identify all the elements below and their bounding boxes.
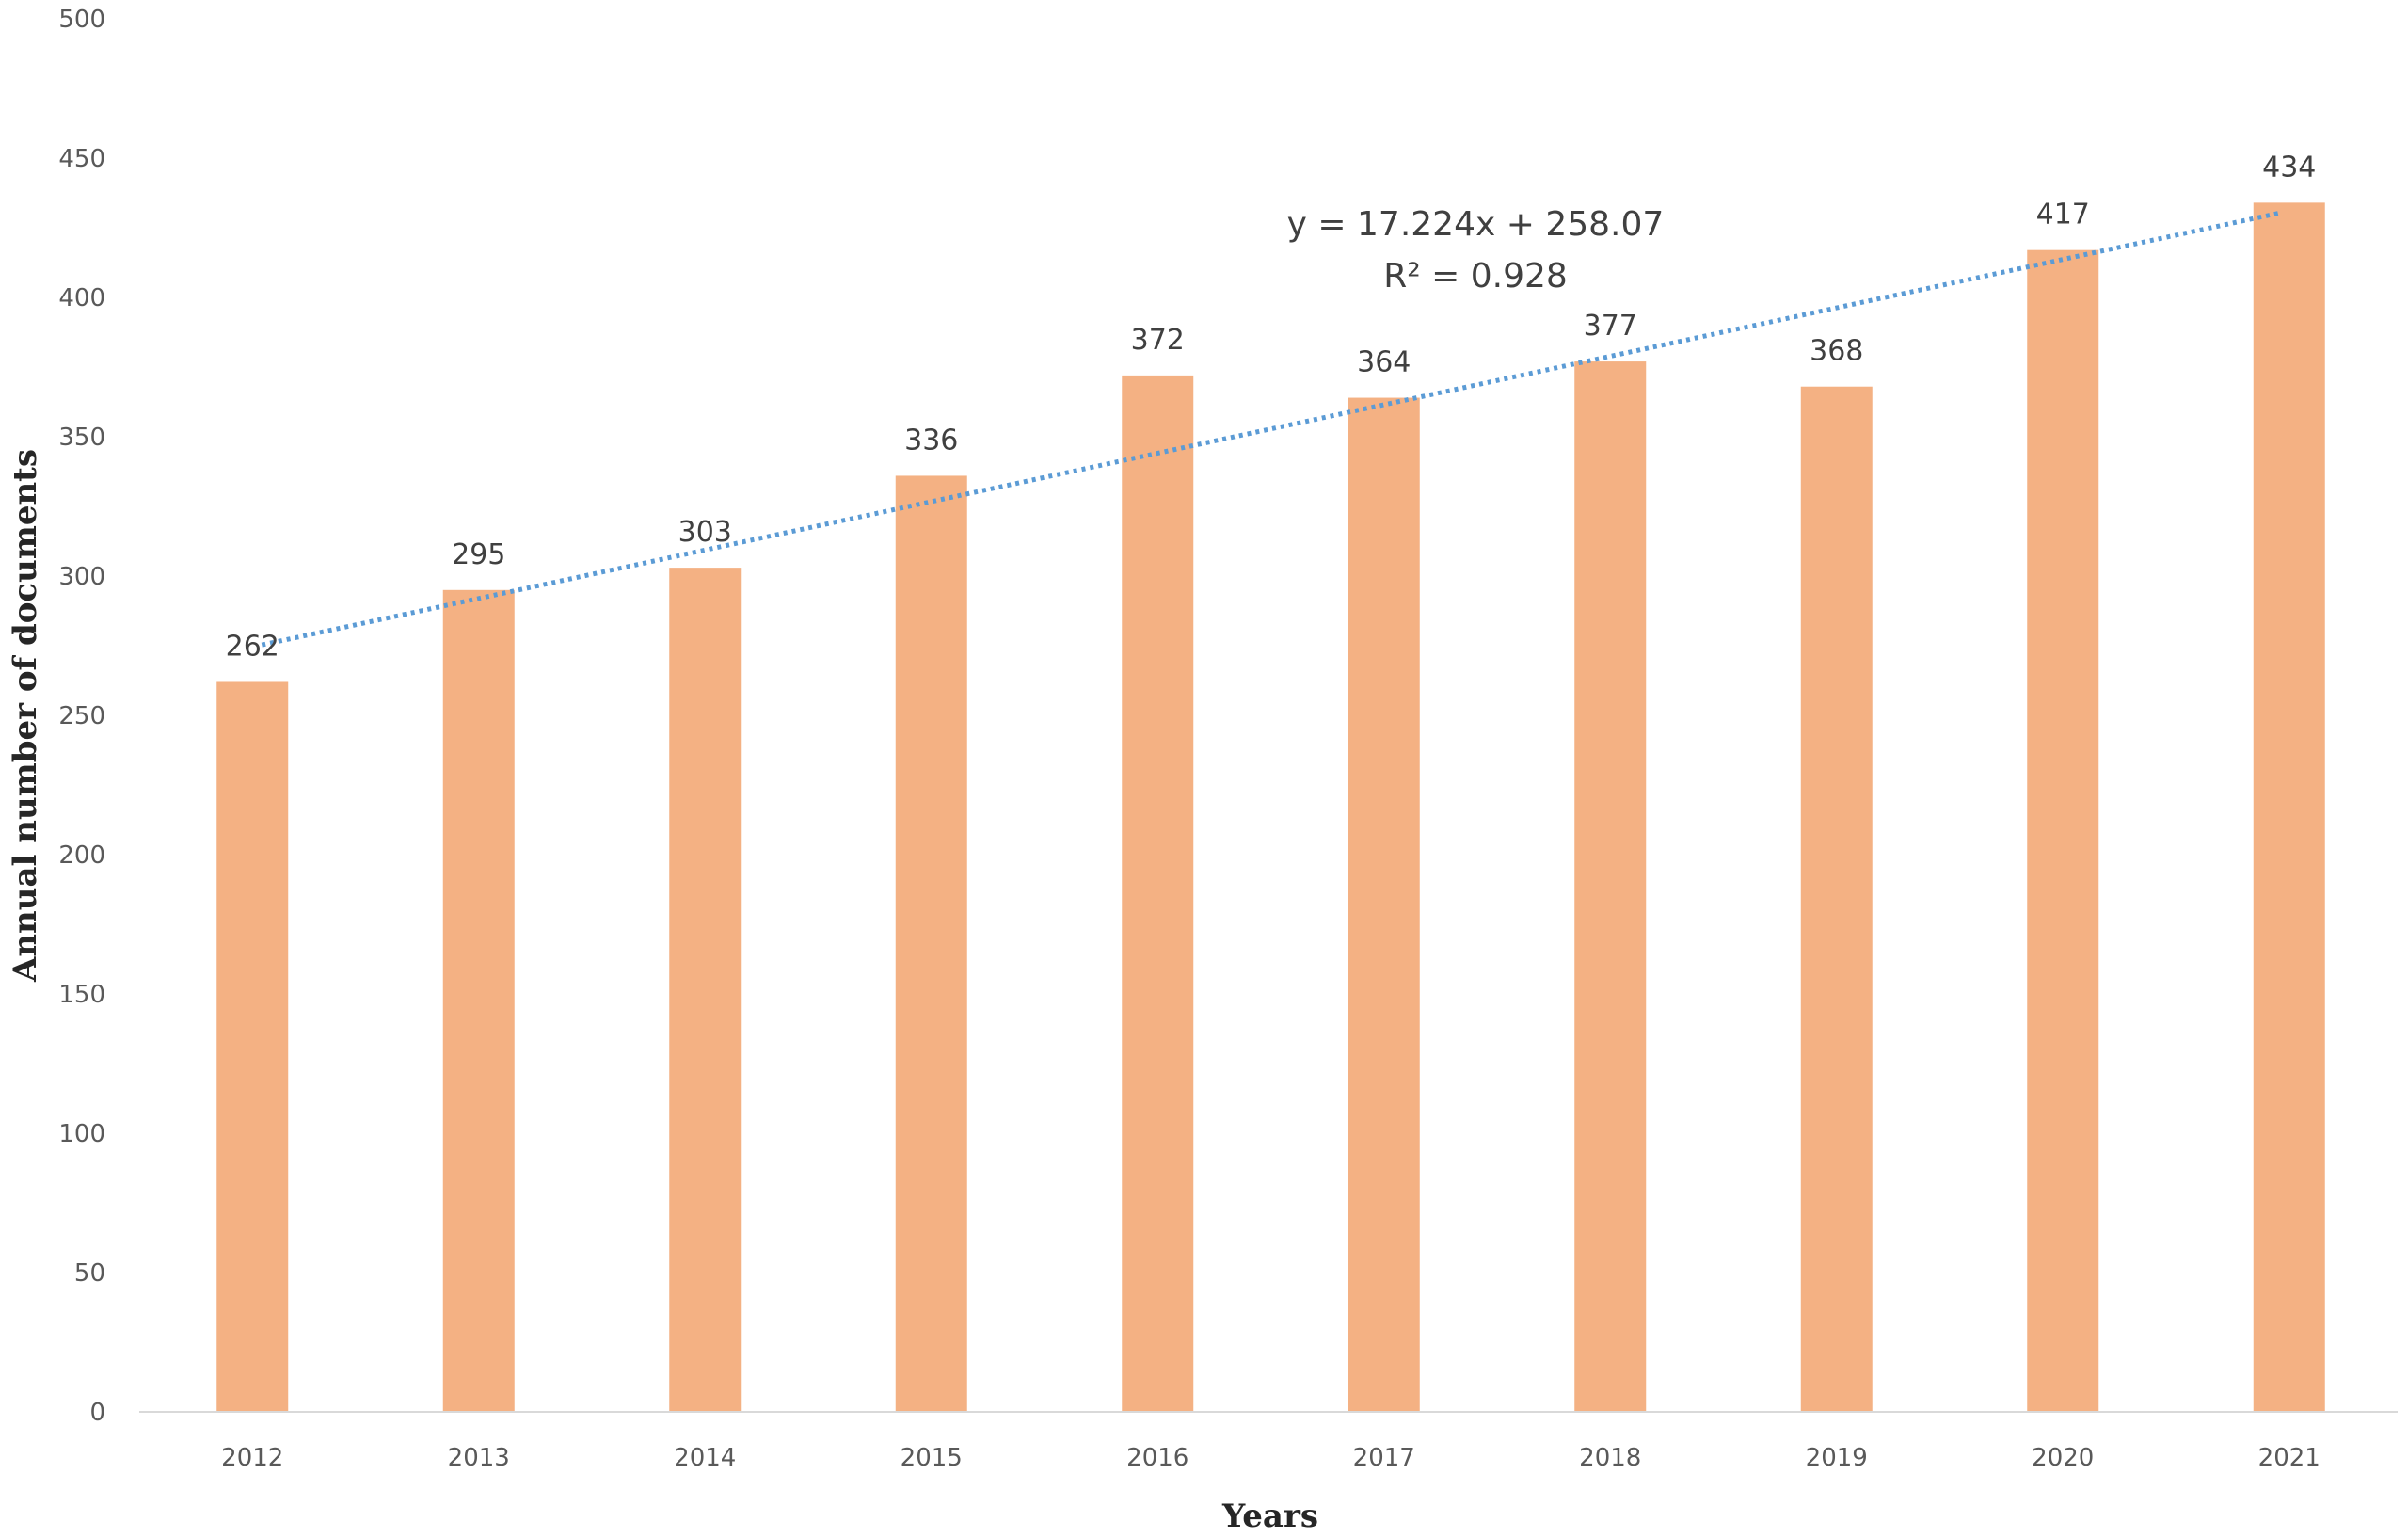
y-tick-label: 0 [89, 1399, 105, 1427]
x-tick-label: 2013 [448, 1444, 510, 1472]
data-label: 364 [1357, 346, 1411, 379]
x-tick-label: 2016 [1126, 1444, 1188, 1472]
bar [1574, 361, 1647, 1413]
bars-group [216, 202, 2325, 1413]
x-tick-label: 2012 [221, 1444, 283, 1472]
data-label: 295 [452, 538, 505, 571]
bar [1122, 375, 1194, 1412]
data-label: 372 [1131, 324, 1185, 357]
x-tick-label: 2018 [1579, 1444, 1641, 1472]
x-tick-label: 2020 [2032, 1444, 2094, 1472]
y-tick-label: 400 [58, 284, 105, 312]
bar [442, 589, 515, 1412]
bar [669, 568, 742, 1412]
y-tick-label: 150 [58, 981, 105, 1009]
bar [2027, 249, 2099, 1413]
y-tick-label: 350 [58, 424, 105, 452]
y-tick-label: 50 [74, 1259, 105, 1288]
x-tick-label: 2015 [901, 1444, 963, 1472]
bar [1348, 397, 1420, 1412]
bar [2253, 202, 2325, 1413]
bar [895, 475, 967, 1412]
trendline-r-squared: R² = 0.928 [1383, 257, 1568, 296]
data-label: 417 [2036, 199, 2090, 232]
y-tick-label: 300 [58, 563, 105, 591]
y-axis-ticks: 0 50 100 150 200 250 300 350 400 450 500 [58, 6, 105, 1427]
y-axis-title: Annual number of documents [7, 449, 44, 983]
bar [216, 681, 289, 1412]
bar [1800, 386, 1873, 1413]
x-axis-title: Years [1221, 1498, 1318, 1533]
y-tick-label: 500 [58, 6, 105, 34]
x-tick-label: 2014 [674, 1444, 736, 1472]
data-label: 262 [226, 630, 279, 663]
y-tick-label: 250 [58, 702, 105, 730]
data-label: 377 [1584, 310, 1637, 343]
x-tick-label: 2019 [1806, 1444, 1868, 1472]
x-tick-label: 2021 [2258, 1444, 2320, 1472]
data-label: 368 [1810, 335, 1863, 368]
x-tick-label: 2017 [1353, 1444, 1415, 1472]
data-label: 303 [678, 516, 732, 549]
y-tick-label: 450 [58, 145, 105, 173]
trendline-equation: y = 17.224x + 258.07 [1287, 205, 1665, 244]
data-label: 336 [904, 424, 958, 457]
x-axis-ticks: 2012 2013 2014 2015 2016 2017 2018 2019 2020 2021 [221, 1444, 2320, 1472]
data-labels-group: 262 295 303 336 372 364 377 368 417 434 [226, 151, 2317, 663]
trendline-group [261, 210, 2281, 648]
trendline [261, 210, 2281, 648]
y-tick-label: 200 [58, 841, 105, 870]
data-label: 434 [2262, 151, 2316, 184]
y-tick-label: 100 [58, 1120, 105, 1148]
